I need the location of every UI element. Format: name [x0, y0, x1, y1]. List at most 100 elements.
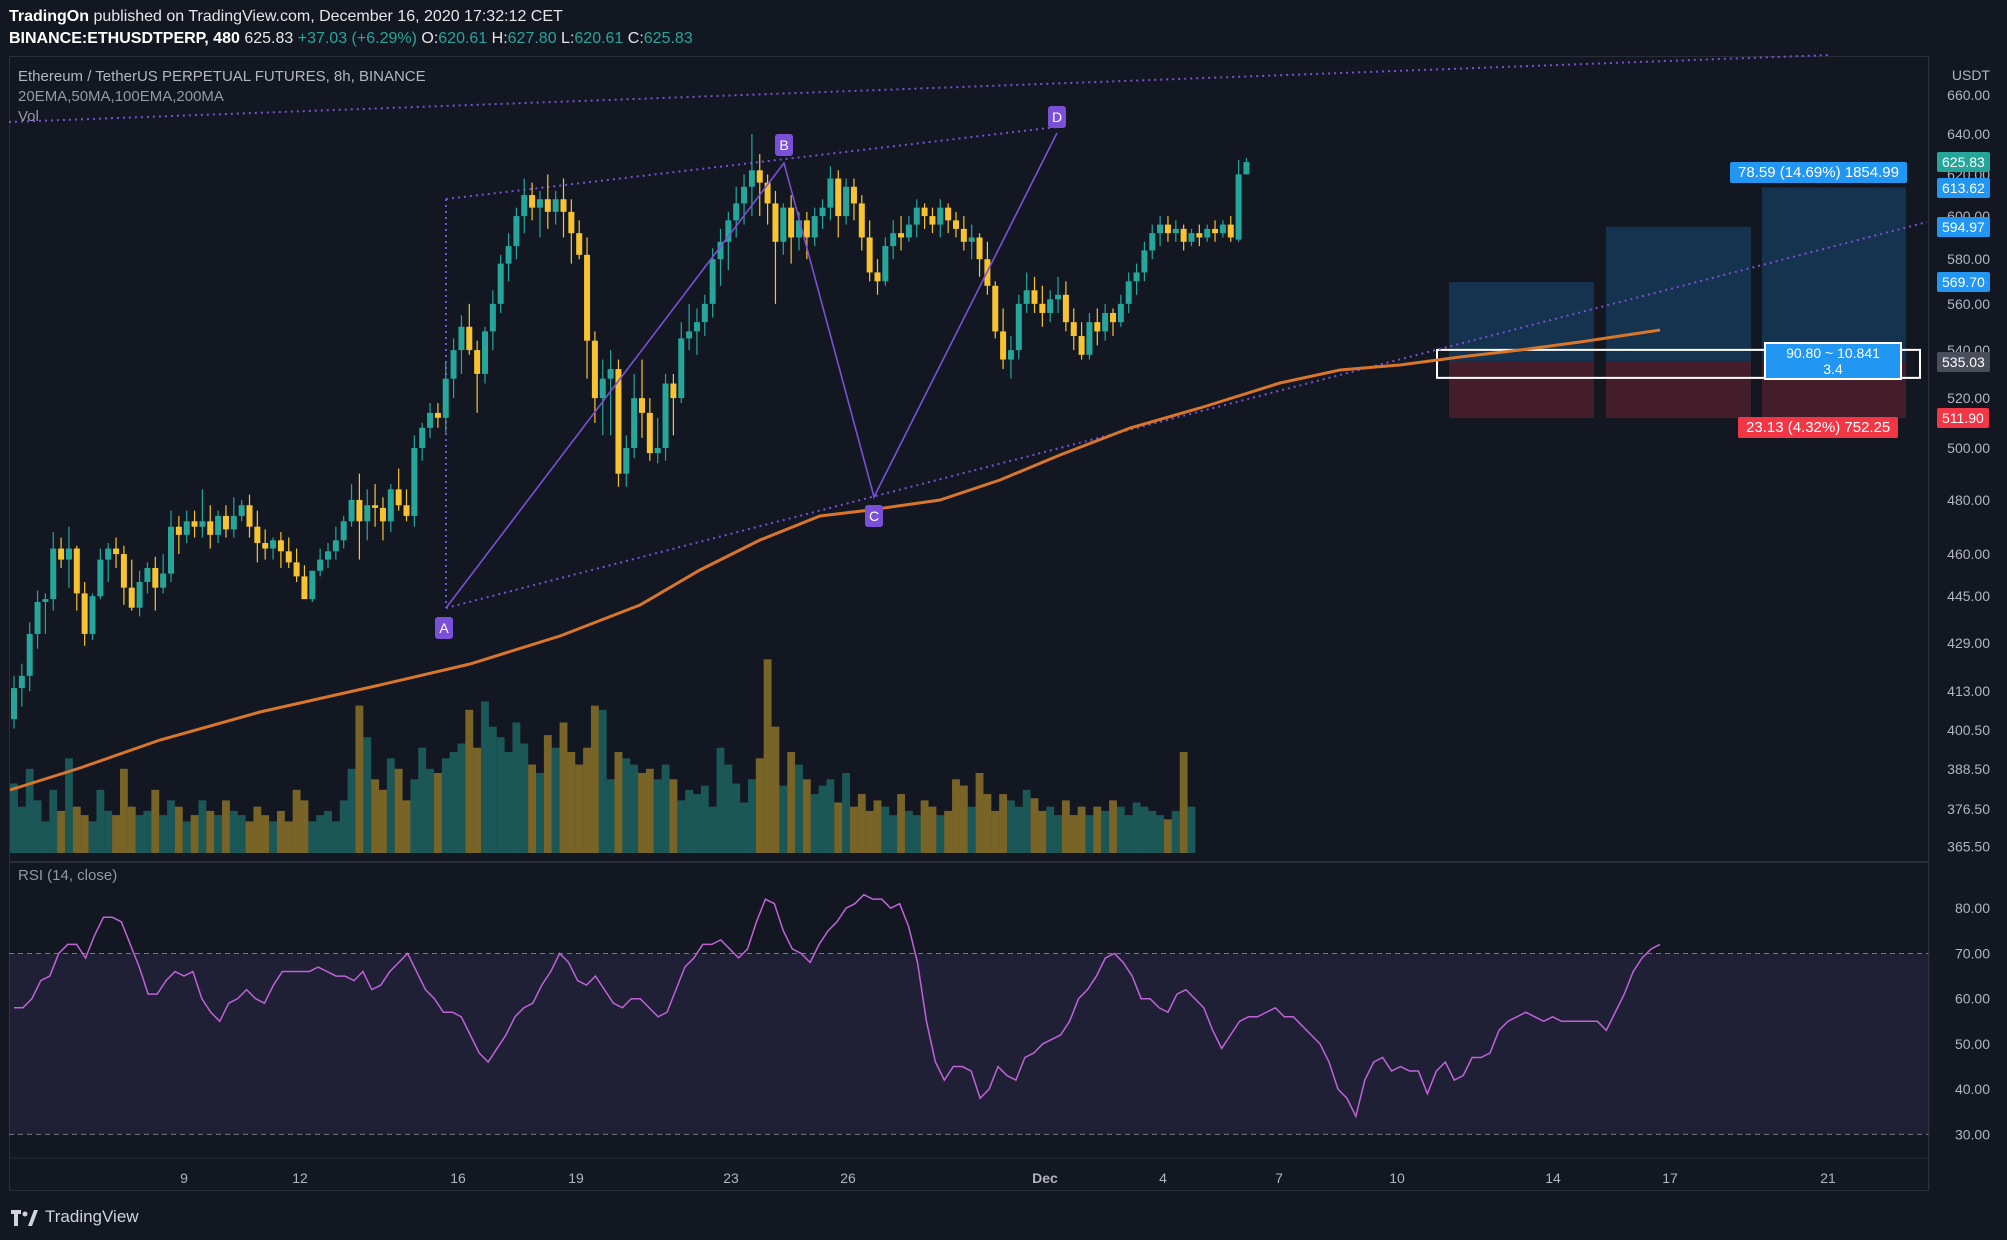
low-label: L: [561, 30, 575, 47]
volume-bar [787, 751, 796, 853]
volume-bar [1148, 810, 1157, 853]
high-value: 627.80 [507, 30, 557, 47]
volume-bar [292, 789, 301, 853]
last-price: 625.83 [244, 30, 294, 47]
volume-bar [49, 789, 58, 853]
rsi-tick-label: 30.00 [1955, 1126, 1990, 1142]
volume-bar [465, 709, 474, 853]
volume-bar [528, 764, 537, 853]
candle-body [1023, 290, 1030, 304]
stop-label[interactable]: 23.13 (4.32%) 752.25 [1738, 417, 1899, 438]
price-tick-label: 413.00 [1947, 683, 1990, 699]
volume-bar [857, 794, 866, 853]
volume-bar [269, 821, 277, 853]
volume-bar [394, 768, 403, 853]
candle-body [277, 540, 284, 552]
candle-body [976, 237, 983, 260]
rsi-line [14, 893, 1661, 1119]
time-tick-label: 10 [1389, 1170, 1405, 1186]
candle-body [1110, 312, 1116, 323]
candle-body [953, 220, 959, 229]
price-badge: 625.83 [1937, 152, 1990, 173]
volume-bar [418, 747, 427, 853]
volume-bar [716, 747, 725, 853]
candle-body [128, 587, 135, 608]
time-tick-label: Dec [1032, 1170, 1058, 1186]
candle-body [1243, 162, 1250, 175]
volume-bar [520, 743, 529, 853]
risk-reward-line-1: 90.80 ~ 10.841 [1786, 345, 1880, 361]
volume-bar [575, 764, 584, 853]
volume-bar [65, 758, 73, 853]
publisher-name[interactable]: TradingOn [9, 8, 89, 25]
volume-bar [897, 794, 905, 853]
volume-bar [339, 800, 348, 853]
candle-body [1007, 350, 1014, 360]
volume-bar [944, 810, 953, 853]
volume-bar [426, 768, 434, 853]
price-tick-label: 660.00 [1947, 87, 1990, 103]
candle-body [623, 448, 630, 474]
volume-bar [842, 773, 851, 853]
volume-bar [488, 726, 497, 853]
candle-body [489, 303, 496, 332]
candle-body [317, 559, 324, 571]
volume-bar [1124, 815, 1133, 853]
high-label: H: [491, 30, 508, 47]
volume-bar [222, 800, 230, 853]
currency-label: USDT [1952, 67, 1991, 83]
volume-bar [1093, 806, 1102, 853]
candle-body [607, 369, 614, 379]
candle-body [591, 340, 598, 399]
candle-body [411, 448, 418, 516]
volume-bar [229, 810, 238, 853]
volume-bar [104, 810, 113, 853]
candle-body [968, 237, 975, 242]
open-value: 620.61 [438, 30, 488, 47]
candle-body [372, 505, 379, 508]
candle-body [521, 195, 528, 217]
volume-bar [1187, 806, 1196, 853]
candle-body [403, 505, 410, 516]
symbol-name[interactable]: BINANCE:ETHUSDTPERP, 480 [9, 30, 240, 47]
footer-brand[interactable]: TradingView [9, 1206, 139, 1228]
time-tick-label: 7 [1275, 1170, 1283, 1186]
volume-bar [206, 810, 215, 853]
volume-legend[interactable]: Vol [18, 108, 39, 125]
price-tick-label: 376.50 [1947, 801, 1990, 817]
candle-body [246, 505, 253, 527]
tradingview-logo-icon [11, 1210, 38, 1226]
candle-body [474, 350, 481, 374]
volume-bar [1085, 815, 1094, 853]
volume-bar [732, 783, 741, 853]
volume-bar [1069, 815, 1078, 853]
candle-body [466, 326, 473, 351]
candle-body [136, 582, 143, 608]
candle-body [427, 412, 434, 428]
candle-body [827, 178, 834, 208]
volume-bar [1101, 810, 1110, 853]
candle-body [340, 521, 347, 541]
candle-body [1086, 322, 1093, 355]
candle-body [222, 515, 229, 530]
candle-body [254, 526, 261, 544]
price-tick-label: 460.00 [1947, 546, 1990, 562]
candle-body [780, 207, 787, 242]
target-label[interactable]: 78.59 (14.69%) 1854.99 [1730, 162, 1907, 183]
risk-reward-label[interactable]: 90.80 ~ 10.841 3.4 [1764, 342, 1902, 380]
volume-bar [457, 743, 466, 853]
volume-bar [1140, 806, 1149, 853]
candle-body [65, 548, 72, 560]
time-tick-label: 21 [1820, 1170, 1836, 1186]
volume-bar [1171, 810, 1180, 853]
time-tick-label: 19 [568, 1170, 584, 1186]
volume-bar [873, 800, 882, 853]
volume-bar [410, 779, 419, 853]
volume-bar [763, 659, 772, 853]
rsi-legend[interactable]: RSI (14, close) [18, 867, 118, 884]
candle-body [1157, 224, 1164, 234]
volume-bar [975, 773, 984, 853]
indicator-legend[interactable]: 20EMA,50MA,100EMA,200MA [18, 88, 224, 105]
candle-body [584, 254, 591, 341]
